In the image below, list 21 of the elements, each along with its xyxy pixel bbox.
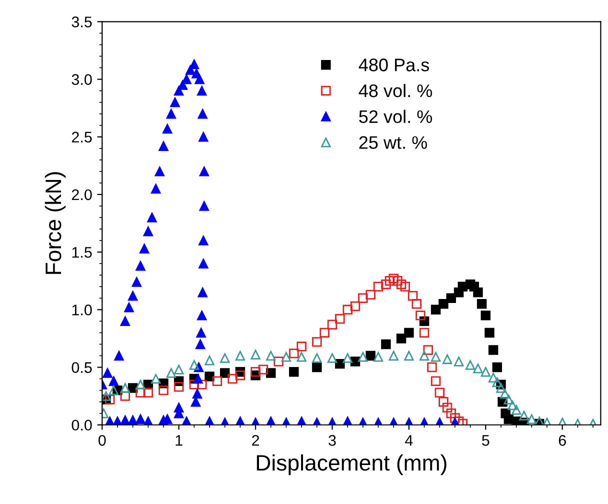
y-axis-title: Force (kN) (44, 172, 66, 274)
legend-label: 52 vol. % (359, 110, 432, 124)
y-tick-label: 0.5 (72, 362, 92, 373)
x-tick-label: 1 (176, 435, 182, 446)
y-tick-label: 3.5 (72, 16, 92, 28)
y-tick-label: 0.0 (72, 420, 92, 431)
y-tick-label: 3.0 (72, 74, 92, 85)
y-tick-label: 2.5 (72, 132, 92, 143)
y-tick-label: 1.5 (72, 247, 92, 258)
legend-label: 48 vol. % (358, 84, 432, 98)
x-tick-label: 0 (98, 435, 106, 446)
legend-label: 25 wt. % (359, 136, 428, 149)
x-axis-title: Displacement (mm) (256, 454, 446, 476)
x-tick-label: 5 (482, 435, 490, 446)
y-tick-label: 1.0 (72, 304, 92, 316)
x-tick-label: 4 (405, 435, 413, 446)
legend-label: 480 Pa.s (358, 58, 430, 72)
x-tick-label: 6 (558, 435, 566, 446)
x-tick-label: 3 (328, 435, 336, 446)
y-tick-label: 2.0 (72, 189, 92, 200)
x-tick-label: 2 (252, 435, 260, 446)
